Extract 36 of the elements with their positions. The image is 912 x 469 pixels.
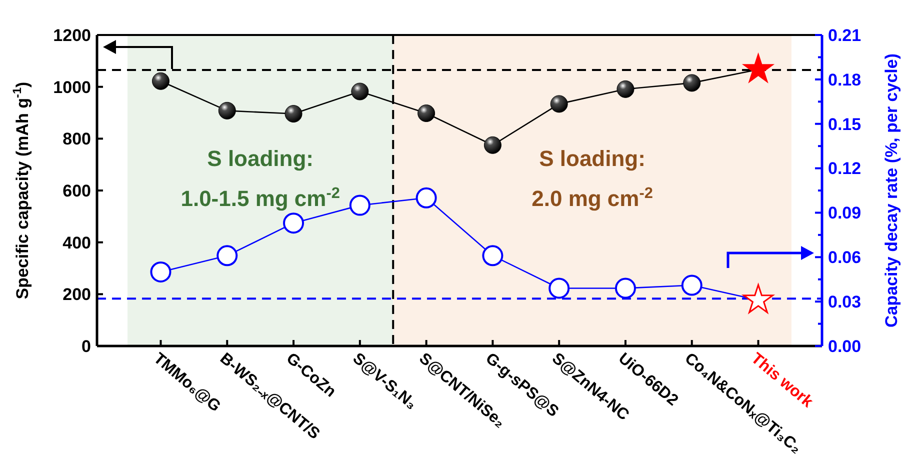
point xyxy=(152,72,170,90)
y-tick-label: 1200 xyxy=(53,26,91,45)
y-tick-label: 200 xyxy=(62,285,91,304)
point xyxy=(349,194,370,216)
band-label: S loading: 2.0 mg cm$^{-2}$ xyxy=(532,146,653,211)
y2-tick-label: 0.09 xyxy=(828,204,862,223)
y2-tick-label: 0.21 xyxy=(828,26,862,45)
point xyxy=(284,105,302,123)
point xyxy=(283,212,304,234)
y-tick-label: 600 xyxy=(62,181,91,200)
y-tick-label: 0 xyxy=(82,336,91,356)
point xyxy=(150,261,172,282)
point xyxy=(218,102,236,120)
y-tick-label: 800 xyxy=(62,130,91,149)
band-label: S loading: 1.0-1.5 mg cm$^{-2}$ xyxy=(180,146,340,211)
y2-tick-label: 0.15 xyxy=(828,114,862,134)
y2-tick-label: 0.12 xyxy=(828,159,862,178)
point xyxy=(616,80,634,98)
y2-tick-label: 0.06 xyxy=(828,248,862,268)
point xyxy=(482,245,504,266)
point xyxy=(216,245,238,266)
point xyxy=(550,95,568,113)
point xyxy=(484,136,502,154)
y2-axis-title: Capacity decay rate (%, per cycle) xyxy=(882,53,901,328)
y2-tick-label: 0.00 xyxy=(828,336,862,356)
point xyxy=(681,274,702,296)
point xyxy=(683,74,701,92)
point xyxy=(548,278,570,299)
y2-tick-label: 0.03 xyxy=(828,292,862,312)
y-tick-label: 1000 xyxy=(53,78,91,97)
y-tick-label: 400 xyxy=(62,233,91,252)
y2-tick-label: 0.18 xyxy=(828,70,862,90)
point xyxy=(614,278,636,299)
point xyxy=(418,104,436,122)
point xyxy=(416,187,437,208)
point xyxy=(351,82,369,100)
